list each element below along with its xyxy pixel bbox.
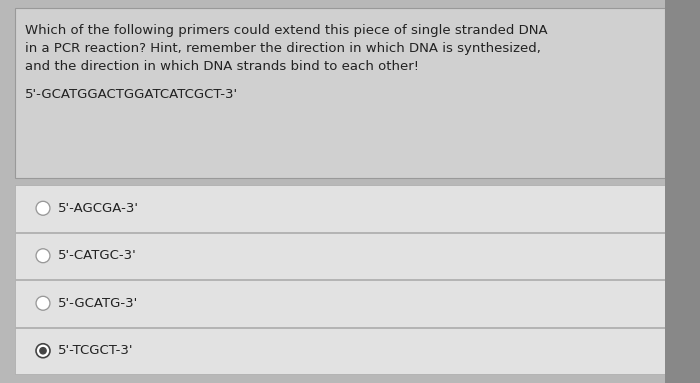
FancyBboxPatch shape <box>15 280 665 326</box>
Circle shape <box>36 344 50 358</box>
Circle shape <box>36 201 50 215</box>
FancyBboxPatch shape <box>15 8 665 178</box>
Text: Which of the following primers could extend this piece of single stranded DNA: Which of the following primers could ext… <box>25 24 547 37</box>
Text: 5'-TCGCT-3': 5'-TCGCT-3' <box>58 344 134 357</box>
FancyBboxPatch shape <box>15 327 665 374</box>
FancyBboxPatch shape <box>15 232 665 279</box>
Text: 5'-CATGC-3': 5'-CATGC-3' <box>58 249 136 262</box>
Text: 5'-GCATGGACTGGATCATCGCT-3': 5'-GCATGGACTGGATCATCGCT-3' <box>25 88 238 101</box>
Text: in a PCR reaction? Hint, remember the direction in which DNA is synthesized,: in a PCR reaction? Hint, remember the di… <box>25 42 541 55</box>
FancyBboxPatch shape <box>15 185 665 231</box>
FancyBboxPatch shape <box>665 0 700 383</box>
Text: and the direction in which DNA strands bind to each other!: and the direction in which DNA strands b… <box>25 60 419 73</box>
Circle shape <box>36 249 50 263</box>
Text: 5'-GCATG-3': 5'-GCATG-3' <box>58 297 139 310</box>
Text: 5'-AGCGA-3': 5'-AGCGA-3' <box>58 202 139 215</box>
Circle shape <box>40 348 46 354</box>
Circle shape <box>36 296 50 310</box>
